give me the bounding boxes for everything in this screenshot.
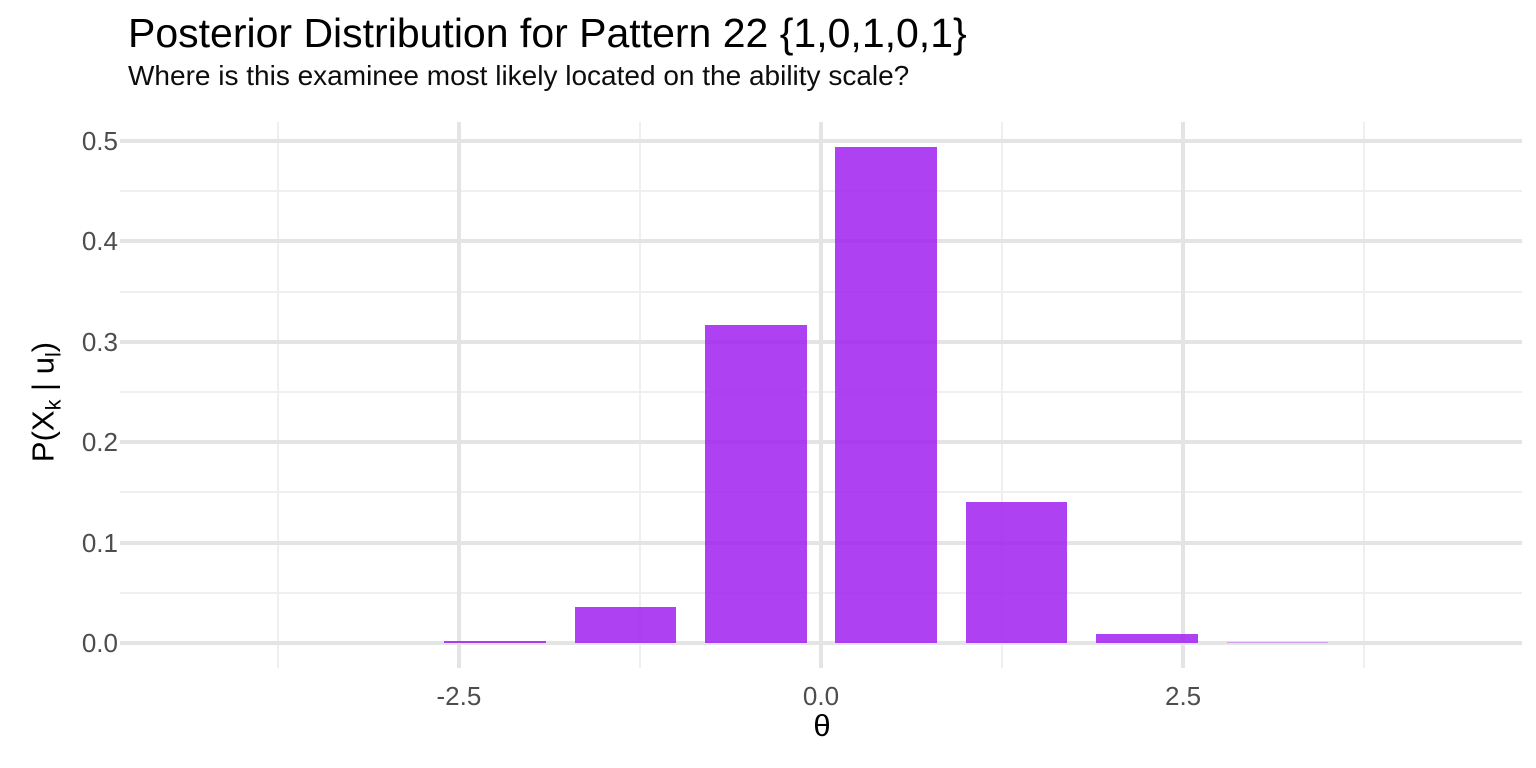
x-minor-gridline [276, 122, 279, 668]
posterior-bar [1096, 633, 1198, 643]
y-tick-label: 0.5 [81, 126, 118, 157]
x-tick-label: 2.5 [1165, 681, 1202, 711]
posterior-bar [1226, 642, 1328, 644]
chart-subtitle: Where is this examinee most likely locat… [128, 60, 910, 91]
posterior-bar [705, 324, 807, 643]
x-tick-label: 0.0 [802, 681, 840, 711]
y-tick-label: 0.3 [81, 326, 118, 357]
x-axis-title: θ [813, 708, 831, 743]
posterior-bar [444, 640, 546, 643]
y-axis-title-sub-k: k [40, 399, 66, 411]
x-tick-label: -2.5 [436, 681, 482, 711]
x-minor-gridline [638, 122, 641, 668]
y-axis-title-text: ) [25, 341, 61, 353]
x-major-gridline [819, 122, 823, 668]
posterior-bar [835, 147, 937, 643]
x-minor-gridline [1001, 122, 1004, 668]
y-axis-title-text: P(X [25, 410, 61, 463]
y-tick-label: 0.1 [81, 527, 118, 558]
y-tick-label: 0.0 [81, 627, 118, 658]
y-axis-title-sub-l: l [40, 352, 66, 358]
y-axis-title: P(Xk | ul) [25, 342, 66, 462]
y-axis-title-text: | u [25, 357, 61, 400]
posterior-bar [965, 502, 1068, 643]
x-major-gridline [456, 122, 461, 668]
x-minor-gridline [1363, 122, 1366, 668]
plot-panel [120, 122, 1522, 668]
y-tick-label: 0.2 [81, 427, 118, 458]
chart-title: Posterior Distribution for Pattern 22 {1… [128, 10, 967, 56]
y-tick-label: 0.4 [81, 226, 118, 257]
x-major-gridline [1181, 122, 1186, 668]
posterior-bar [574, 606, 677, 643]
